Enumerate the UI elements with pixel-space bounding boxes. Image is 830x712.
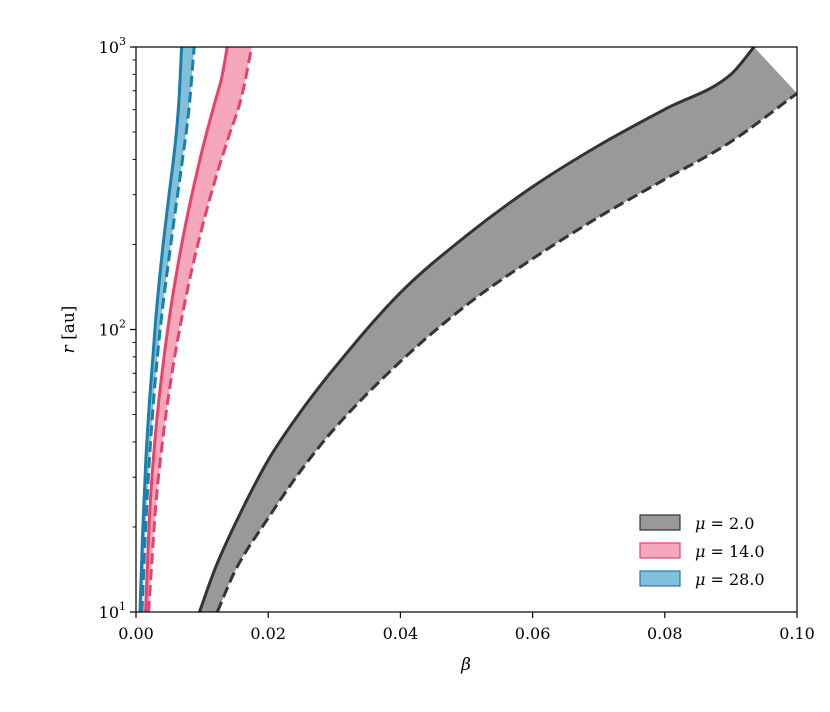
band-fill-series-2: [139, 47, 195, 612]
x-tick-label: 0.00: [118, 624, 154, 643]
y-tick-label: 102: [99, 318, 126, 340]
legend-swatch-series-1: [639, 542, 681, 559]
legend-label-series-0: μ = 2.0: [695, 514, 754, 533]
legend-swatch-series-2: [639, 570, 681, 587]
legend-label-series-1: μ = 14.0: [695, 542, 765, 561]
y-tick-label: 103: [99, 35, 126, 57]
x-tick-label: 0.08: [647, 624, 683, 643]
upper-line-series-2: [138, 47, 184, 612]
y-axis: 101 102 103: [99, 35, 136, 622]
legend: μ = 2.0 μ = 14.0 μ = 28.0: [639, 514, 765, 589]
x-axis: 0.00 0.02 0.04 0.06 0.08 0.10: [118, 612, 815, 643]
x-axis-label: β: [460, 655, 471, 675]
lower-dashed-line-series-1: [147, 47, 254, 612]
lower-dashed-line-series-2: [140, 47, 196, 612]
lower-dashed-line-series-0: [215, 92, 797, 612]
upper-line-series-1: [144, 47, 229, 612]
y-axis-label: r [au]: [59, 306, 79, 354]
y-tick-label: 101: [99, 600, 126, 622]
x-tick-label: 0.10: [779, 624, 815, 643]
upper-line-series-0: [197, 47, 756, 612]
legend-label-series-2: μ = 28.0: [695, 570, 765, 589]
legend-swatch-series-0: [639, 514, 681, 531]
series-layer: [138, 47, 797, 612]
x-tick-label: 0.06: [515, 624, 551, 643]
x-tick-label: 0.04: [383, 624, 419, 643]
x-tick-label: 0.02: [250, 624, 286, 643]
